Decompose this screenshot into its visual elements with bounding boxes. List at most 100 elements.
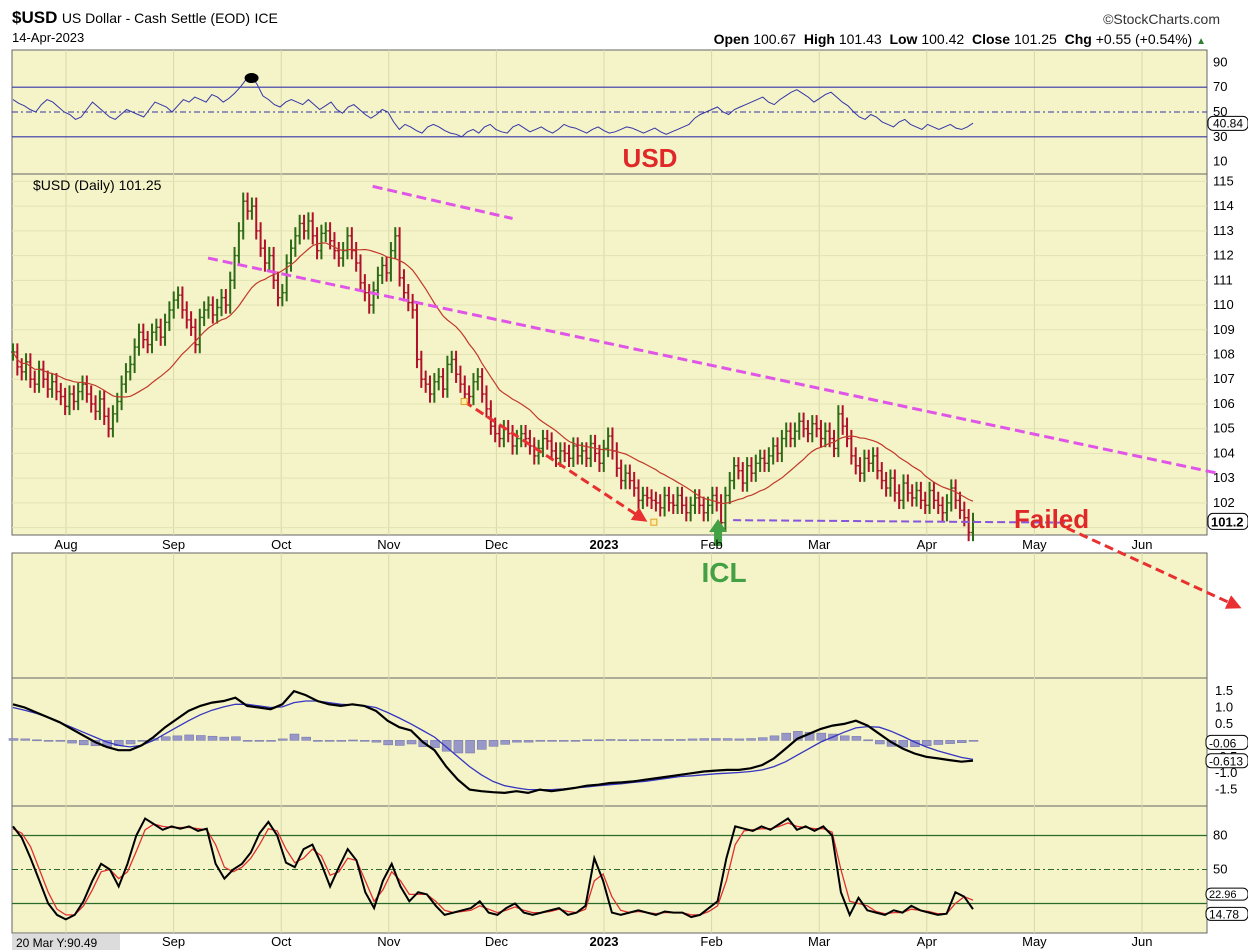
close-value: 101.25 <box>1013 31 1057 47</box>
macd-histogram-bar <box>594 739 604 742</box>
icl-annotation: ICL <box>701 557 746 588</box>
macd-histogram-bar <box>430 740 440 748</box>
macd-histogram-bar <box>441 740 452 752</box>
price-tick-label: 115 <box>1213 173 1234 188</box>
macd-histogram-bar <box>219 736 229 741</box>
macd-histogram-bar <box>523 740 534 743</box>
macd-histogram-bar <box>945 740 955 744</box>
price-tick-label: 111 <box>1213 272 1233 287</box>
macd-histogram-bar <box>395 740 405 746</box>
price-x-tick-label: Aug <box>54 537 77 552</box>
resistance-trendline <box>207 256 1218 475</box>
macd-histogram-bar <box>839 735 850 741</box>
macd-histogram-bar <box>933 740 944 745</box>
macd-histogram-bar <box>687 738 698 741</box>
macd-histogram-bar <box>453 740 464 754</box>
moving-average-line <box>12 242 974 505</box>
macd-histogram-bar <box>55 740 66 742</box>
macd-histogram-bar <box>547 740 557 742</box>
stoch-x-tick-label: 2023 <box>590 934 619 949</box>
macd-histogram-bar <box>301 736 311 741</box>
macd-histogram-bar <box>289 733 300 741</box>
macd-histogram-bar <box>172 735 183 741</box>
price-x-tick-label: Dec <box>485 537 509 552</box>
macd-last-value-box <box>1205 753 1248 769</box>
chart-date: 14-Apr-2023 <box>12 30 85 45</box>
macd-histogram-bar <box>629 739 639 742</box>
failed-annotation: Failed <box>1014 504 1089 534</box>
ohlc-summary: Open 100.67 High 101.43 Low 100.42 Close… <box>714 31 1206 47</box>
histogram-last-value-box <box>1205 734 1248 750</box>
macd-histogram-bar <box>348 739 358 742</box>
price-x-tick-label: Feb <box>700 537 722 552</box>
trendline-overlays: Failed ICL <box>207 184 1242 609</box>
macd-histogram-bar <box>500 740 510 745</box>
open-value: 100.67 <box>753 31 797 47</box>
price-x-tick-label: Sep <box>162 537 185 552</box>
macd-histogram-bar <box>406 740 417 745</box>
price-last-value-box <box>1207 512 1248 530</box>
price-x-tick-label: Mar <box>808 537 831 552</box>
macd-histogram-bar <box>863 739 873 742</box>
price-tick-label: 107 <box>1213 371 1235 386</box>
high-label: High <box>803 31 835 47</box>
macd-histogram-bar <box>570 740 581 742</box>
stoch-x-tick-label: Dec <box>485 934 509 949</box>
price-x-tick-label: May <box>1022 537 1047 552</box>
stoch-d-last-box <box>1205 887 1248 901</box>
stochastic-indicator <box>12 817 1207 921</box>
high-value: 101.43 <box>838 31 882 47</box>
macd-signal-line <box>12 700 974 791</box>
rsi-last-value-box <box>1207 115 1248 131</box>
macd-histogram-bar <box>722 738 733 741</box>
stoch-d-last-value: 22.96 <box>1209 889 1237 901</box>
rsi-tick-label: 30 <box>1213 129 1227 144</box>
macd-histogram-bar <box>746 738 756 741</box>
macd-tick-label: -1.5 <box>1215 782 1237 797</box>
low-value: 100.42 <box>921 31 965 47</box>
macd-histogram-bar <box>324 740 335 742</box>
price-tick-label: 104 <box>1213 445 1235 460</box>
open-label: Open <box>713 31 750 47</box>
macd-histogram-bar <box>196 735 206 741</box>
icl-up-arrow-icon <box>709 519 728 546</box>
stoch-x-tick-label: Apr <box>917 934 938 949</box>
rsi-last-value: 40.84 <box>1213 116 1243 130</box>
macd-histogram-bar <box>535 740 546 742</box>
macd-histogram-bar <box>32 739 42 742</box>
chart-panels <box>11 49 1208 934</box>
macd-histogram-bar <box>781 732 791 741</box>
price-x-tick-label: Nov <box>377 537 401 552</box>
macd-histogram-bar <box>617 739 628 741</box>
macd-histogram-bar <box>477 740 487 750</box>
chart-title: $USD US Dollar - Cash Settle (EOD) ICE <box>12 8 278 28</box>
price-x-tick-label: 2023 <box>590 537 619 552</box>
macd-histogram-bar <box>758 737 768 741</box>
rsi-annotation: USD <box>623 143 678 173</box>
macd-histogram-bar <box>816 732 827 741</box>
arrow-handle <box>460 397 468 405</box>
price-tick-label: 105 <box>1213 421 1235 436</box>
macd-histogram-bar <box>336 740 347 742</box>
macd-histogram-bar <box>512 740 522 743</box>
macd-histogram-bar <box>266 740 276 742</box>
price-tick-label: 114 <box>1213 198 1234 213</box>
brand-logo: ©StockCharts.com <box>1103 11 1220 27</box>
macd-histogram-bar <box>20 738 30 741</box>
overbought-marker <box>244 73 259 84</box>
rsi-tick-label: 90 <box>1213 54 1227 69</box>
macd-histogram-bar <box>711 738 721 741</box>
macd-histogram-bar <box>371 740 382 743</box>
macd-histogram-bar <box>137 740 148 742</box>
macd-indicator <box>8 689 979 795</box>
axis-grid <box>12 50 1207 933</box>
axis-labels: 90 70 50 30 10 40.84 USD 115 114 113 112 111 110 109 1… <box>12 54 1248 950</box>
macd-last-value: -0.613 <box>1209 755 1243 769</box>
price-tick-label: 102 <box>1213 495 1235 510</box>
macd-tick-label: -1.0 <box>1215 765 1237 780</box>
histogram-last-value: -0.06 <box>1209 736 1237 750</box>
stoch-x-tick-label: May <box>1022 934 1047 949</box>
macd-histogram-bar <box>242 740 253 742</box>
price-tick-label: 110 <box>1213 297 1234 312</box>
